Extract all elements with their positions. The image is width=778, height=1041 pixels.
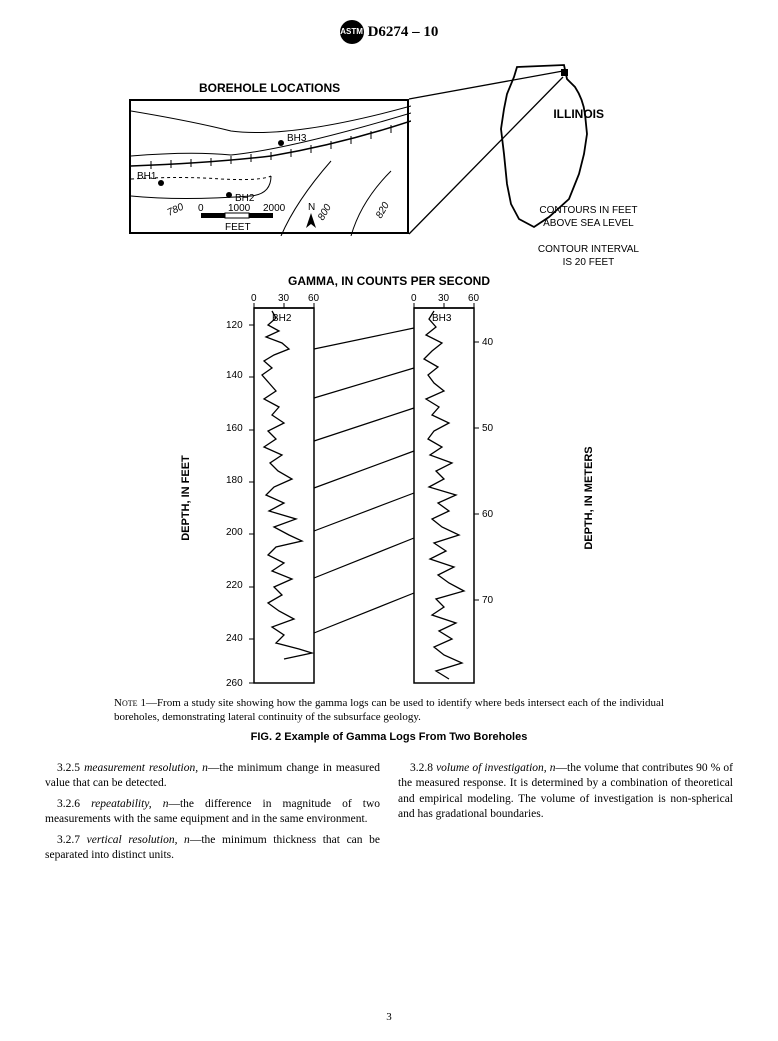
left-column: 3.2.5 measurement resolution, n—the mini… — [45, 761, 380, 869]
borehole-map: BH1 BH2 BH3 780 800 820 0 1000 2000 FEET — [129, 99, 409, 234]
svg-text:800: 800 — [316, 202, 334, 222]
svg-text:240: 240 — [226, 633, 243, 644]
svg-text:40: 40 — [482, 337, 494, 348]
right-column: 3.2.8 volume of investigation, n—the vol… — [398, 761, 733, 869]
figure-note: Note 1—From a study site showing how the… — [114, 696, 664, 725]
svg-text:180: 180 — [226, 475, 243, 486]
svg-text:0: 0 — [251, 293, 257, 304]
svg-text:0: 0 — [411, 293, 417, 304]
figure-caption: FIG. 2 Example of Gamma Logs From Two Bo… — [69, 731, 709, 743]
svg-text:200: 200 — [226, 527, 243, 538]
svg-text:2000: 2000 — [263, 203, 286, 214]
bh3-label: BH3 — [287, 133, 307, 144]
svg-text:BH3: BH3 — [432, 313, 452, 324]
svg-text:140: 140 — [226, 370, 243, 381]
svg-text:70: 70 — [482, 595, 494, 606]
svg-text:1000: 1000 — [228, 203, 251, 214]
body-columns: 3.2.5 measurement resolution, n—the mini… — [45, 761, 733, 869]
svg-text:820: 820 — [374, 200, 392, 220]
svg-text:160: 160 — [226, 423, 243, 434]
figure-2: BOREHOLE LOCATIONS — [69, 59, 709, 743]
svg-text:220: 220 — [226, 580, 243, 591]
map-row: BOREHOLE LOCATIONS — [69, 59, 709, 259]
svg-text:50: 50 — [482, 423, 494, 434]
svg-text:780: 780 — [166, 202, 186, 219]
svg-text:60: 60 — [308, 293, 320, 304]
svg-text:60: 60 — [482, 509, 494, 520]
svg-text:DEPTH, IN FEET: DEPTH, IN FEET — [180, 455, 192, 541]
svg-text:260: 260 — [226, 678, 243, 688]
page-header: ASTM D6274 – 10 — [0, 0, 778, 44]
borehole-map-title: BOREHOLE LOCATIONS — [199, 81, 340, 95]
svg-text:30: 30 — [438, 293, 450, 304]
svg-text:N: N — [308, 202, 315, 213]
gamma-chart: GAMMA, IN COUNTS PER SECOND DEPTH, IN FE… — [174, 274, 604, 688]
svg-text:30: 30 — [278, 293, 290, 304]
svg-text:120: 120 — [226, 320, 243, 331]
bh1-label: BH1 — [137, 171, 157, 182]
svg-text:FEET: FEET — [225, 222, 251, 233]
contour-note: CONTOURS IN FEET ABOVE SEA LEVEL CONTOUR… — [538, 204, 639, 269]
doc-id: D6274 – 10 — [368, 24, 439, 41]
chart-title: GAMMA, IN COUNTS PER SECOND — [174, 274, 604, 288]
svg-text:60: 60 — [468, 293, 480, 304]
svg-text:0: 0 — [198, 203, 204, 214]
svg-text:DEPTH, IN METERS: DEPTH, IN METERS — [583, 446, 595, 549]
astm-logo: ASTM — [340, 20, 364, 44]
page-number: 3 — [0, 1011, 778, 1023]
